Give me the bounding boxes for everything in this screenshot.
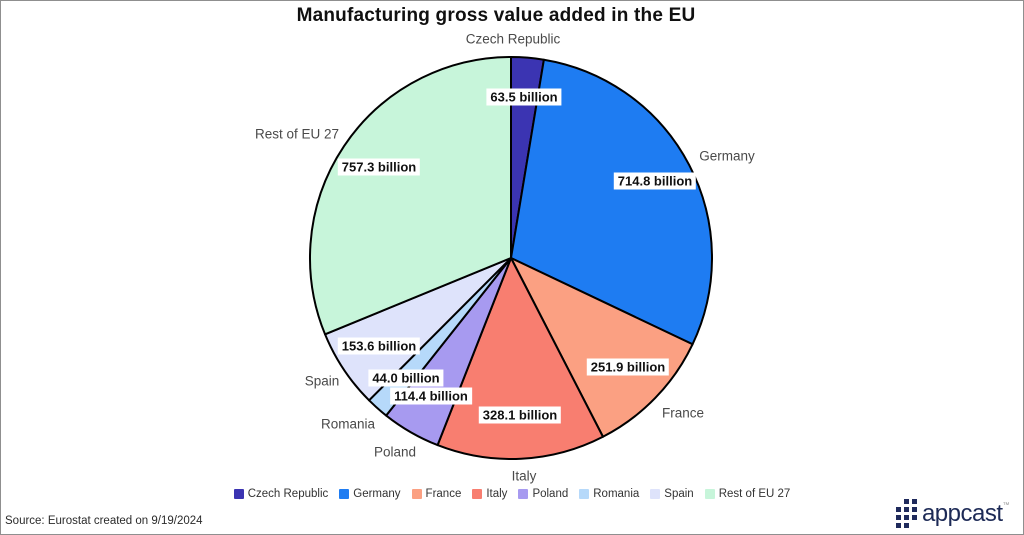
legend-item-spain: Spain <box>650 488 694 500</box>
legend-label: Spain <box>664 488 694 500</box>
legend-swatch-germany <box>339 489 350 499</box>
legend-item-romania: Romania <box>579 488 639 500</box>
legend-swatch-poland <box>518 489 529 499</box>
legend-label: Czech Republic <box>247 488 329 500</box>
legend-item-czech-republic: Czech Republic <box>233 488 329 500</box>
legend-item-rest-of-eu-27: Rest of EU 27 <box>704 488 791 500</box>
legend-swatch-romania <box>579 489 590 499</box>
trademark-symbol: ™ <box>1002 501 1010 509</box>
pie-slice-germany <box>510 58 713 346</box>
legend-label: Romania <box>593 488 640 500</box>
appcast-logo-text: appcast™ <box>921 499 1010 527</box>
legend-item-france: France <box>411 488 462 500</box>
legend-swatch-france <box>411 489 422 499</box>
chart-title: Manufacturing gross value added in the E… <box>296 5 696 26</box>
legend: Czech Republic Germany France Italy Poland Ro… <box>1 488 1023 500</box>
legend-label: Rest of EU 27 <box>718 488 791 500</box>
legend-label: Poland <box>532 488 569 500</box>
legend-swatch-spain <box>650 489 661 499</box>
pie-slice-rest-of-eu-27 <box>309 56 512 336</box>
pie-slice-france <box>510 257 694 438</box>
appcast-logo: appcast™ <box>895 499 1010 528</box>
legend-swatch-italy <box>472 489 483 499</box>
appcast-logo-icon <box>895 499 917 528</box>
legend-label: Italy <box>486 488 508 500</box>
legend-label: Germany <box>353 488 401 500</box>
legend-label: France <box>425 488 462 500</box>
legend-item-poland: Poland <box>518 488 568 500</box>
legend-swatch-rest-of-eu-27 <box>704 489 715 499</box>
legend-item-germany: Germany <box>339 488 401 500</box>
source-note: Source: Eurostat created on 9/19/2024 <box>5 515 203 527</box>
legend-item-italy: Italy <box>472 488 507 500</box>
legend-swatch-czech-republic <box>233 489 244 499</box>
